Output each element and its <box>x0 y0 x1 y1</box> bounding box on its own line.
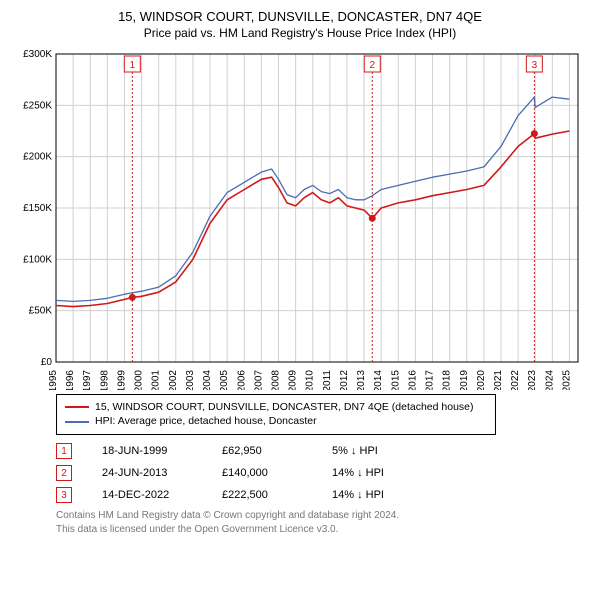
svg-text:2019: 2019 <box>459 369 470 389</box>
svg-text:2023: 2023 <box>527 369 538 389</box>
footer-line: Contains HM Land Registry data © Crown c… <box>56 509 588 523</box>
svg-text:£200K: £200K <box>23 151 52 162</box>
svg-text:2025: 2025 <box>561 369 572 389</box>
svg-text:2000: 2000 <box>134 369 145 389</box>
legend-swatch <box>65 421 89 423</box>
legend-label: HPI: Average price, detached house, Donc… <box>95 414 317 429</box>
svg-text:2014: 2014 <box>373 369 384 389</box>
svg-text:2015: 2015 <box>390 369 401 389</box>
svg-text:3: 3 <box>532 60 538 71</box>
event-diff: 14% ↓ HPI <box>332 489 422 501</box>
event-row: 2 24-JUN-2013 £140,000 14% ↓ HPI <box>56 465 588 481</box>
svg-text:£150K: £150K <box>23 203 52 214</box>
svg-text:2002: 2002 <box>168 369 179 389</box>
event-date: 18-JUN-1999 <box>102 445 192 457</box>
svg-text:2012: 2012 <box>339 369 350 389</box>
line-chart-svg: £0 £50K £100K £150K £200K £250K £300K 1995 1996 1… <box>12 48 588 390</box>
svg-text:2010: 2010 <box>305 369 316 389</box>
footer-line: This data is licensed under the Open Gov… <box>56 523 588 537</box>
svg-text:1: 1 <box>130 60 136 71</box>
event-date: 14-DEC-2022 <box>102 489 192 501</box>
svg-text:1996: 1996 <box>65 369 76 389</box>
legend-label: 15, WINDSOR COURT, DUNSVILLE, DONCASTER,… <box>95 400 474 415</box>
legend-item: HPI: Average price, detached house, Donc… <box>65 414 487 429</box>
svg-text:1995: 1995 <box>48 369 59 389</box>
legend-swatch <box>65 406 89 408</box>
svg-text:2016: 2016 <box>407 369 418 389</box>
svg-text:2009: 2009 <box>288 369 299 389</box>
svg-text:2005: 2005 <box>219 369 230 389</box>
svg-text:1999: 1999 <box>116 369 127 389</box>
svg-text:2020: 2020 <box>476 369 487 389</box>
svg-text:£50K: £50K <box>29 305 53 316</box>
svg-text:2021: 2021 <box>493 369 504 389</box>
legend-box: 15, WINDSOR COURT, DUNSVILLE, DONCASTER,… <box>56 394 496 435</box>
chart-subtitle: Price paid vs. HM Land Registry's House … <box>12 26 588 42</box>
svg-text:£0: £0 <box>41 357 53 368</box>
svg-text:2004: 2004 <box>202 369 213 389</box>
event-row: 3 14-DEC-2022 £222,500 14% ↓ HPI <box>56 487 588 503</box>
plot-area: £0 £50K £100K £150K £200K £250K £300K 1995 1996 1… <box>12 48 588 390</box>
event-date: 24-JUN-2013 <box>102 467 192 479</box>
svg-text:2: 2 <box>369 60 375 71</box>
svg-text:2007: 2007 <box>253 369 264 389</box>
event-marker-box: 2 <box>56 465 72 481</box>
svg-text:1998: 1998 <box>99 369 110 389</box>
svg-text:£250K: £250K <box>23 100 52 111</box>
svg-text:2008: 2008 <box>270 369 281 389</box>
svg-text:2011: 2011 <box>322 369 333 389</box>
svg-text:2017: 2017 <box>425 369 436 389</box>
svg-text:2001: 2001 <box>151 369 162 389</box>
svg-text:£100K: £100K <box>23 254 52 265</box>
svg-text:2024: 2024 <box>544 369 555 389</box>
svg-text:2006: 2006 <box>236 369 247 389</box>
event-marker-box: 3 <box>56 487 72 503</box>
event-diff: 14% ↓ HPI <box>332 467 422 479</box>
chart-container: 15, WINDSOR COURT, DUNSVILLE, DONCASTER,… <box>0 0 600 590</box>
event-marker-box: 1 <box>56 443 72 459</box>
svg-text:2013: 2013 <box>356 369 367 389</box>
footer-attribution: Contains HM Land Registry data © Crown c… <box>56 509 588 537</box>
chart-title: 15, WINDSOR COURT, DUNSVILLE, DONCASTER,… <box>12 8 588 26</box>
event-row: 1 18-JUN-1999 £62,950 5% ↓ HPI <box>56 443 588 459</box>
svg-text:1997: 1997 <box>82 369 93 389</box>
event-diff: 5% ↓ HPI <box>332 445 422 457</box>
events-table: 1 18-JUN-1999 £62,950 5% ↓ HPI 2 24-JUN-… <box>56 443 588 503</box>
event-price: £140,000 <box>222 467 302 479</box>
svg-text:2003: 2003 <box>185 369 196 389</box>
event-price: £222,500 <box>222 489 302 501</box>
event-price: £62,950 <box>222 445 302 457</box>
legend-item: 15, WINDSOR COURT, DUNSVILLE, DONCASTER,… <box>65 400 487 415</box>
svg-text:2018: 2018 <box>442 369 453 389</box>
svg-text:2022: 2022 <box>510 369 521 389</box>
svg-text:£300K: £300K <box>23 49 52 60</box>
